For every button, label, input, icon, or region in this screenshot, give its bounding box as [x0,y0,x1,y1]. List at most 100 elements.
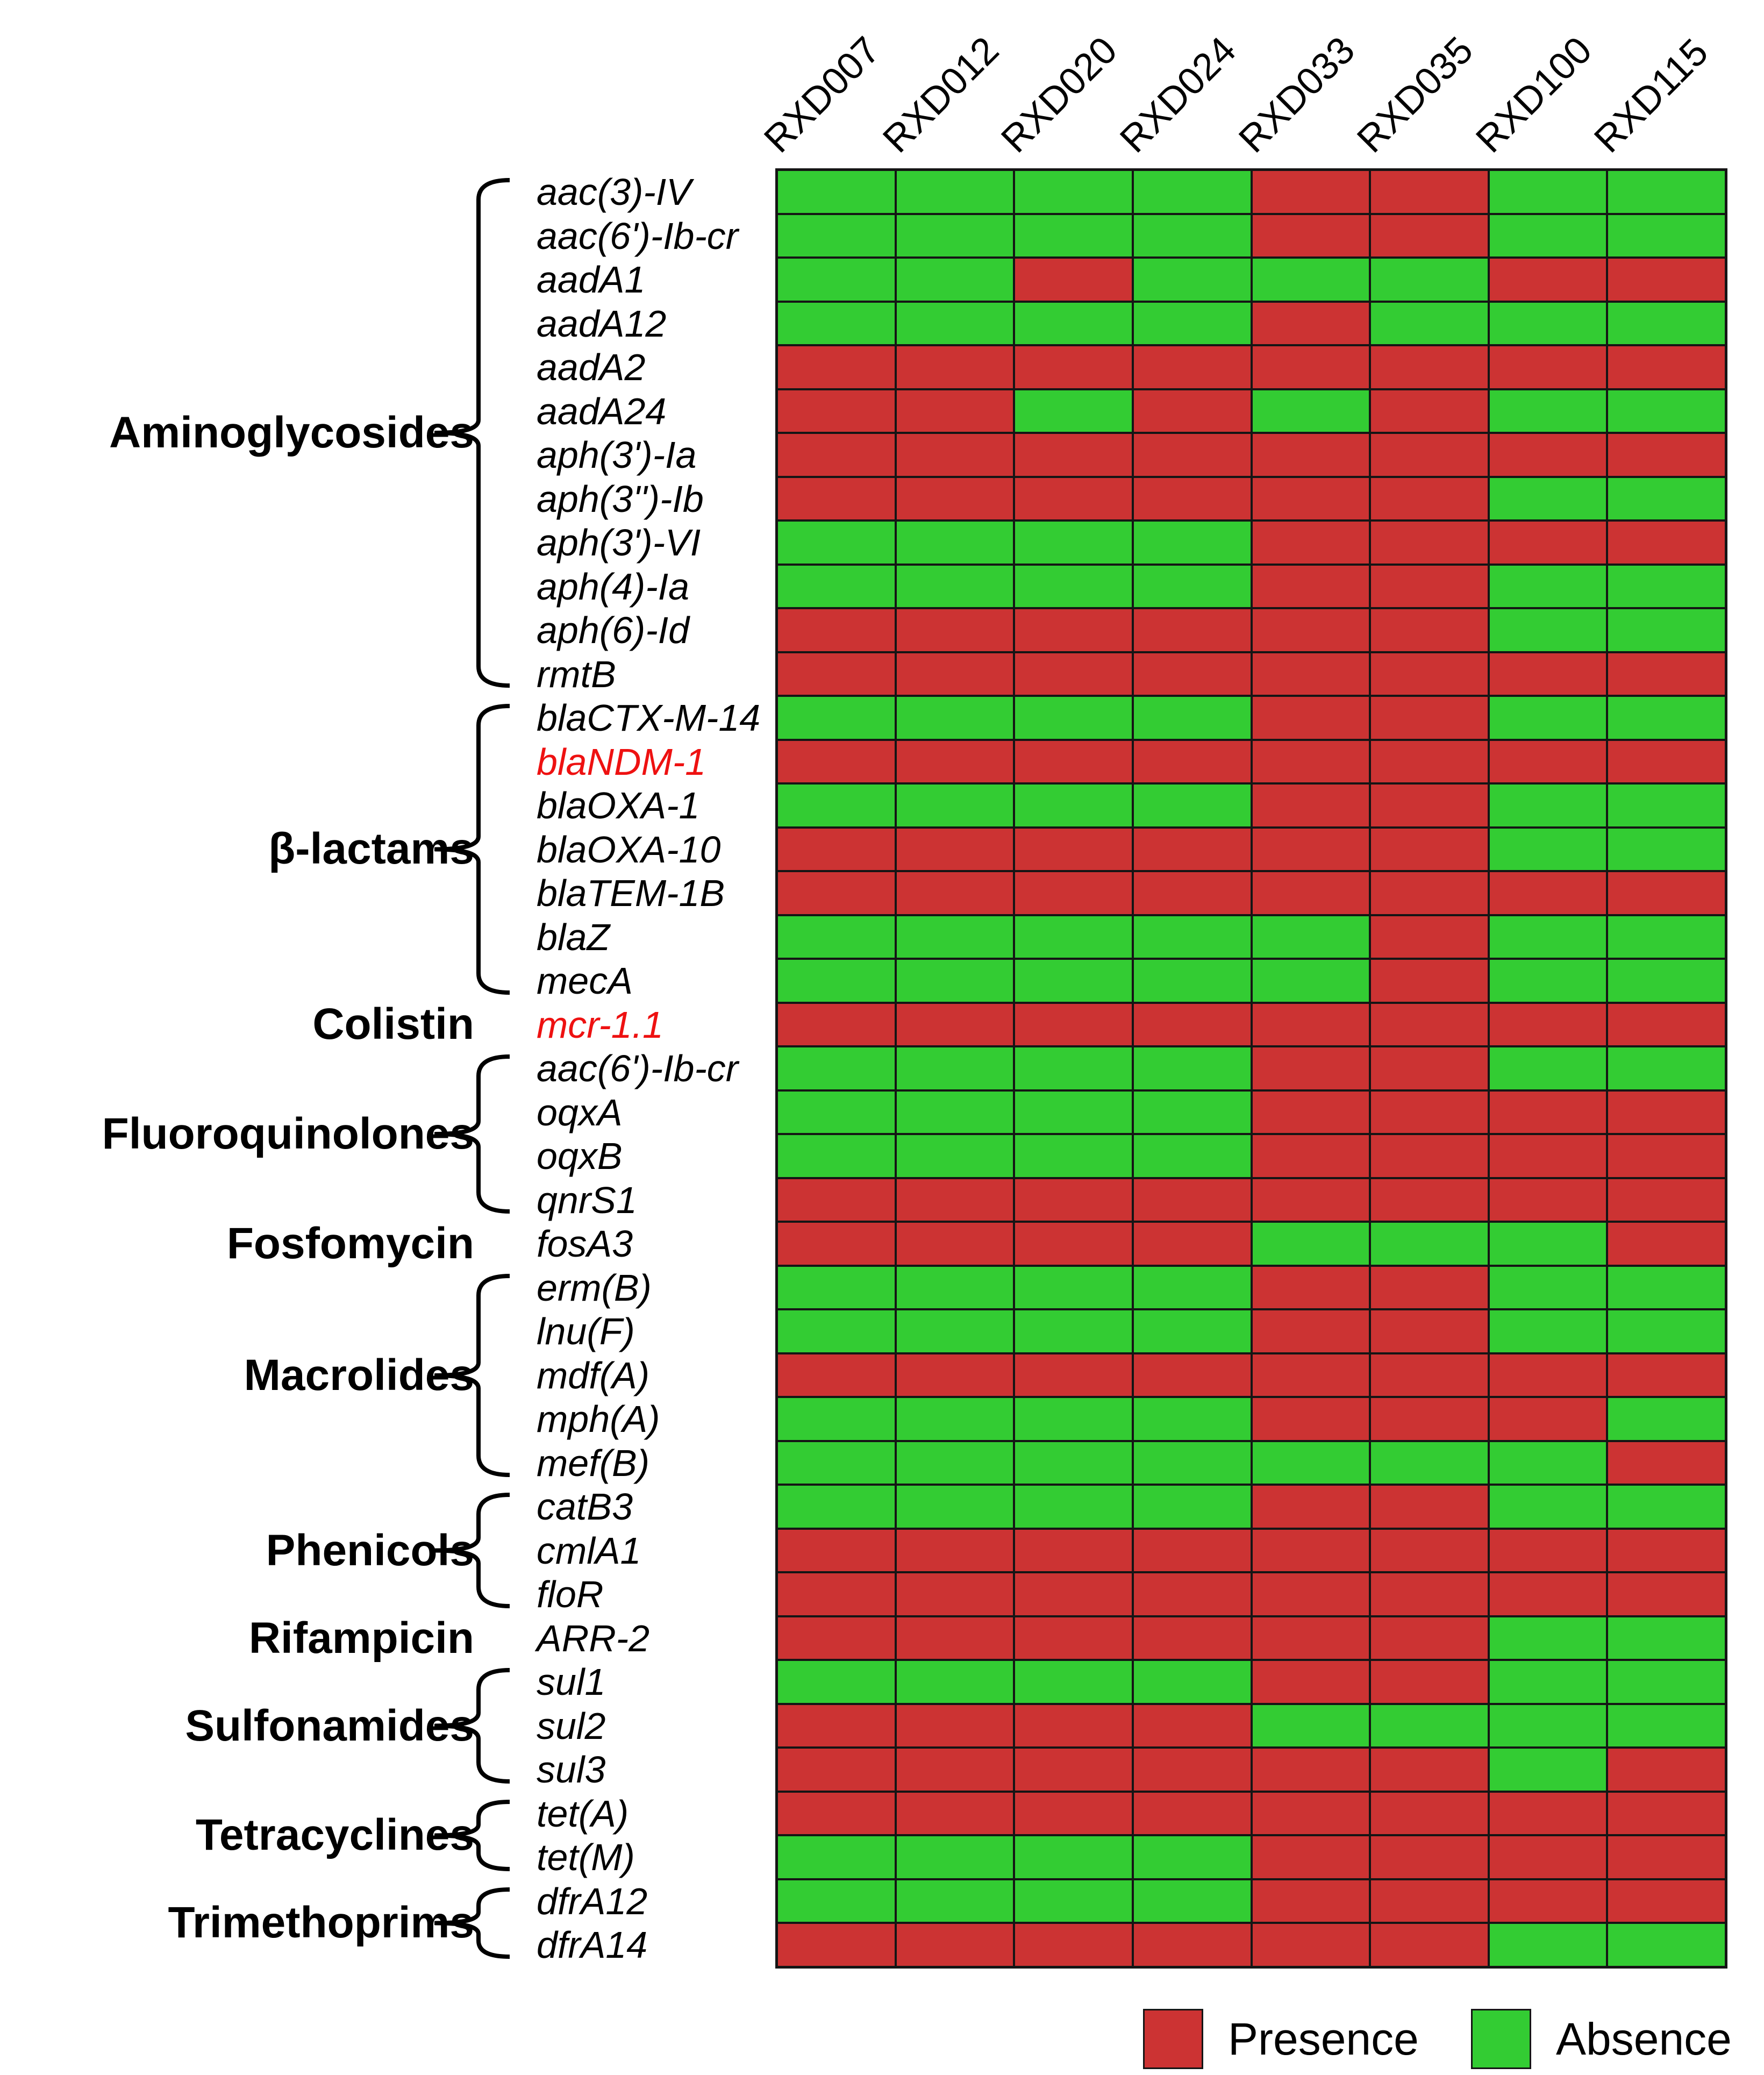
group-label: Rifampicin [248,1614,474,1663]
heatmap-cell [1607,565,1726,608]
heatmap-cell [1489,1046,1607,1090]
heatmap-cell [777,608,896,652]
heatmap-cell [1014,1748,1133,1792]
heatmap-cell [896,1748,1014,1792]
heatmap-cell [896,258,1014,302]
heatmap-cell [1133,302,1252,345]
column-header: RXD020 [993,28,1126,161]
heatmap-cell [1370,1178,1489,1222]
heatmap-cell [1607,1792,1726,1835]
heatmap-cell [1607,520,1726,565]
heatmap-cell [1014,915,1133,959]
group-label: Trimethoprims [168,1898,474,1947]
heatmap-cell [777,258,896,302]
heatmap-cell [1014,1353,1133,1397]
gene-label: tet(M) [537,1836,635,1878]
heatmap-cell [777,1090,896,1134]
heatmap-cell [896,696,1014,740]
gene-label: aac(6')-Ib-cr [537,1047,739,1089]
heatmap-cell [1489,1616,1607,1660]
heatmap-cell [1014,477,1133,520]
heatmap-cell [1489,608,1607,652]
heatmap-cell [1014,1046,1133,1090]
heatmap-cell [1607,652,1726,696]
heatmap-cell [777,783,896,828]
heatmap-cell [1489,345,1607,389]
column-header: RXD007 [756,28,889,161]
heatmap-cell [896,345,1014,389]
gene-label: blaOXA-1 [537,785,700,826]
heatmap-cell [777,1660,896,1704]
heatmap-cell [896,302,1014,345]
heatmap-cell [1252,1529,1370,1572]
heatmap-cell [1370,783,1489,828]
heatmap-cell [896,1660,1014,1704]
heatmap-cell [1370,828,1489,871]
heatmap-cell [777,696,896,740]
heatmap-cell [1370,1616,1489,1660]
heatmap-cell [1370,1529,1489,1572]
heatmap-cell [1014,1485,1133,1529]
heatmap-cell [1489,477,1607,520]
column-header: RXD100 [1468,28,1601,161]
heatmap-cell [1014,696,1133,740]
heatmap-cell [1014,959,1133,1003]
heatmap-cell [1014,1572,1133,1616]
heatmap-cell [1133,1353,1252,1397]
heatmap-cell [1252,696,1370,740]
heatmap-cell [1252,1748,1370,1792]
heatmap-cell [1133,1003,1252,1046]
heatmap-cell [1252,828,1370,871]
heatmap-cell [1370,740,1489,783]
heatmap-cell [1252,477,1370,520]
group-bracket-icon [433,1054,515,1217]
heatmap-cell [1133,608,1252,652]
gene-label: mdf(A) [537,1354,649,1396]
heatmap-cell [1252,608,1370,652]
heatmap-cell [1370,959,1489,1003]
heatmap-cell [1133,1134,1252,1178]
group-bracket-icon [433,1887,515,1962]
heatmap-cell [896,783,1014,828]
heatmap-cell [1133,652,1252,696]
heatmap-cell [1252,1441,1370,1485]
heatmap-cell [1252,433,1370,477]
heatmap-cell [896,1222,1014,1266]
heatmap-cell [896,1178,1014,1222]
heatmap-cell [1370,1748,1489,1792]
heatmap-cell [1252,1660,1370,1704]
heatmap-cell [1489,1529,1607,1572]
heatmap-cell [1252,915,1370,959]
heatmap-cell [1014,1266,1133,1309]
heatmap-cell [896,828,1014,871]
heatmap-cell [1607,1879,1726,1923]
heatmap-cell [1607,1309,1726,1353]
gene-label: aac(3)-IV [537,171,691,213]
heatmap-cell [1133,1309,1252,1353]
heatmap-cell [1370,1090,1489,1134]
heatmap-cell [1489,520,1607,565]
gene-label: erm(B) [537,1267,652,1309]
gene-label: mef(B) [537,1442,649,1484]
heatmap-cell [1370,1046,1489,1090]
gene-label: aadA12 [537,303,667,345]
heatmap-cell [896,1835,1014,1879]
gene-label: aadA2 [537,346,646,388]
heatmap-cell [896,1485,1014,1529]
heatmap-cell [1489,871,1607,915]
heatmap-cell [1607,170,1726,214]
heatmap-cell [1489,1792,1607,1835]
heatmap-cell [1370,1441,1489,1485]
heatmap-cell [1607,1397,1726,1441]
heatmap-cell [1607,1529,1726,1572]
heatmap-cell [1014,1178,1133,1222]
legend-absence-swatch [1471,2009,1531,2069]
heatmap-cell [1133,1046,1252,1090]
heatmap-cell [1607,1134,1726,1178]
gene-label: sul2 [537,1705,606,1747]
group-label: Fluoroquinolones [102,1109,474,1158]
heatmap-cell [1252,1397,1370,1441]
heatmap-cell [1252,1792,1370,1835]
heatmap-cell [1370,1266,1489,1309]
heatmap-cell [1489,1222,1607,1266]
